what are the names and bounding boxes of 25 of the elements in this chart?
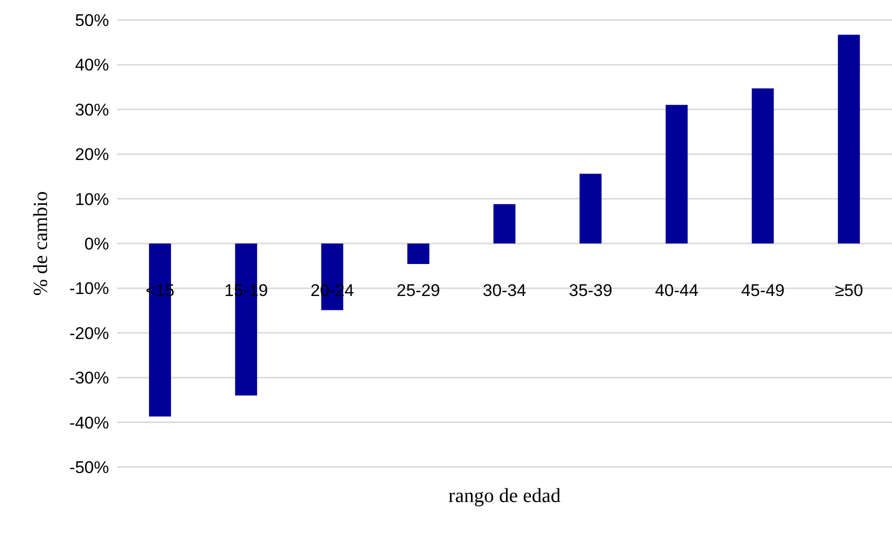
- x-tick-label: 45-49: [741, 281, 785, 300]
- x-tick-label: 30-34: [482, 281, 526, 300]
- bar: [666, 104, 688, 244]
- x-tick-label: ≥50: [834, 281, 864, 300]
- x-tick-label: 40-44: [654, 281, 698, 300]
- y-tick-label: 20%: [74, 145, 109, 164]
- y-tick-label: -20%: [69, 324, 109, 343]
- y-axis-title: % de cambio: [30, 191, 52, 296]
- y-tick-label: 10%: [74, 190, 109, 209]
- bar: [580, 174, 602, 244]
- bar: [838, 34, 860, 244]
- y-tick-label: -30%: [69, 368, 109, 388]
- y-tick-label: 40%: [74, 56, 109, 75]
- y-tick-label: -50%: [69, 458, 109, 478]
- x-axis-title: rango de edad: [448, 485, 561, 507]
- y-tick-label: 30%: [74, 100, 109, 120]
- bar: [407, 244, 430, 264]
- y-tick-label: -40%: [69, 413, 109, 432]
- y-tick-label: -10%: [69, 279, 109, 298]
- y-tick-label: 50%: [74, 11, 109, 30]
- y-tick-label: 0%: [84, 234, 109, 254]
- x-tick-label: 35-39: [568, 281, 612, 300]
- x-tick-label: 25-29: [396, 281, 440, 300]
- bar: [752, 88, 774, 244]
- bar: [493, 204, 516, 244]
